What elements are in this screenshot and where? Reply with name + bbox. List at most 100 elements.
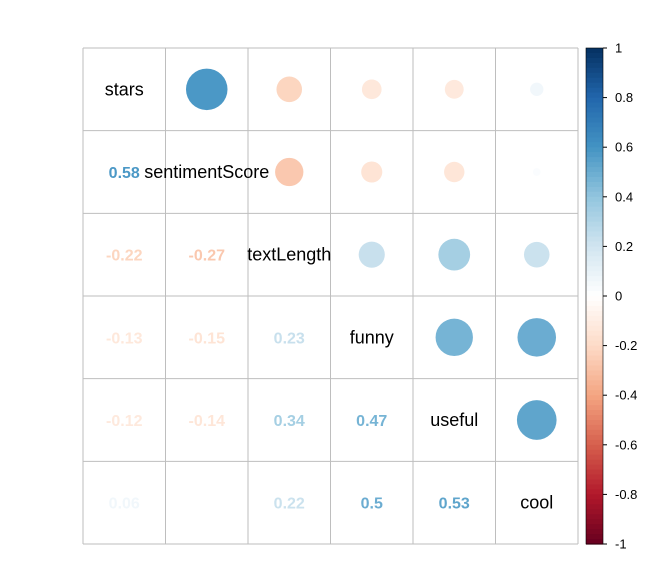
correlation-circle: [361, 79, 382, 100]
correlation-circle: [516, 400, 557, 440]
correlation-value: 0.22: [274, 496, 305, 513]
colorbar-segment: [586, 191, 603, 198]
colorbar-segment: [586, 117, 603, 123]
colorbar-segment: [586, 137, 603, 143]
colorbar-segment: [586, 385, 603, 391]
correlation-circle: [517, 318, 557, 357]
colorbar-segment: [586, 226, 603, 233]
colorbar-tick-label: -0.4: [615, 388, 637, 403]
colorbar-segment: [586, 514, 603, 520]
colorbar-segment: [586, 201, 603, 208]
colorbar-tick-label: -1: [615, 537, 627, 552]
correlation-circle: [185, 68, 228, 111]
colorbar-segment: [586, 57, 603, 64]
colorbar-segment: [586, 167, 603, 173]
colorbar-segment: [586, 276, 603, 282]
colorbar-segment: [586, 142, 603, 148]
colorbar-segment: [586, 355, 603, 362]
colorbar-segment: [586, 196, 603, 203]
colorbar-tick-label: 0.4: [615, 189, 633, 204]
colorbar-segment: [586, 529, 603, 535]
colorbar-segment: [586, 489, 603, 495]
correlation-circle: [532, 168, 541, 176]
correlation-circle: [444, 161, 465, 183]
colorbar-tick-label: -0.2: [615, 338, 637, 353]
colorbar-segment: [586, 539, 603, 545]
colorbar-segment: [586, 484, 603, 491]
colorbar-segment: [586, 127, 603, 133]
colorbar-segment: [586, 256, 603, 262]
colorbar-segment: [586, 330, 603, 337]
colorbar-segment: [586, 296, 603, 302]
colorbar-segment: [586, 449, 603, 456]
colorbar-segment: [586, 112, 603, 119]
colorbar-segment: [586, 72, 603, 79]
colorbar-segment: [586, 241, 603, 247]
colorbar-segment: [586, 281, 603, 287]
colorbar-segment: [586, 410, 603, 416]
colorbar-segment: [586, 459, 603, 466]
variable-label: funny: [350, 327, 394, 347]
colorbar: 1 0.8 0.6 0.4 0.2 0 -0.2 -0.4 -0.6 -0.8 -1: [585, 41, 637, 552]
correlation-circle: [530, 82, 544, 97]
colorbar-segment: [586, 206, 603, 213]
colorbar-segment: [586, 176, 603, 183]
correlation-circle: [523, 241, 550, 268]
colorbar-segment: [586, 231, 603, 238]
colorbar-segment: [586, 469, 603, 476]
colorbar-segment: [586, 97, 603, 104]
colorbar-segment: [586, 251, 603, 257]
colorbar-segment: [586, 221, 603, 228]
colorbar-segment: [586, 509, 603, 515]
colorbar-segment: [586, 499, 603, 505]
correlation-value: -0.22: [106, 248, 143, 265]
colorbar-segment: [586, 360, 603, 367]
colorbar-segment: [586, 474, 603, 481]
colorbar-segment: [586, 102, 603, 109]
colorbar-segment: [586, 48, 603, 54]
colorbar-segment: [586, 350, 603, 357]
colorbar-segment: [586, 186, 603, 193]
colorbar-tick-label: 1: [615, 41, 622, 56]
correlation-circle: [276, 76, 303, 103]
colorbar-segment: [586, 82, 603, 89]
colorbar-segment: [586, 365, 603, 371]
colorbar-segment: [586, 400, 603, 406]
colorbar-segment: [586, 291, 603, 297]
colorbar-segment: [586, 405, 603, 411]
colorbar-segment: [586, 310, 603, 317]
colorbar-tick-label: 0.8: [615, 90, 633, 105]
variable-label: sentimentScore: [144, 162, 269, 182]
colorbar-segment: [586, 424, 603, 431]
correlation-value: -0.15: [189, 330, 226, 347]
colorbar-segment: [586, 434, 603, 441]
colorbar-segment: [586, 415, 603, 421]
colorbar-segment: [586, 340, 603, 347]
colorbar-tick-label: 0.6: [615, 140, 633, 155]
colorbar-segment: [586, 504, 603, 510]
colorbar-segment: [586, 261, 603, 267]
colorbar-tick-label: -0.8: [615, 487, 637, 502]
correlation-circle: [435, 318, 473, 357]
colorbar-segment: [586, 454, 603, 461]
colorbar-segment: [586, 211, 603, 218]
correlation-value: 0.34: [274, 413, 305, 430]
colorbar-segment: [586, 534, 603, 540]
colorbar-segment: [586, 479, 603, 486]
grid: [82, 47, 579, 545]
colorbar-tick-label: -0.6: [615, 437, 637, 452]
correlation-circle: [358, 241, 385, 268]
colorbar-segment: [586, 152, 603, 158]
colorbar-segment: [586, 216, 603, 223]
colorbar-segment: [586, 420, 603, 426]
variable-label: useful: [430, 410, 478, 430]
correlation-value: -0.12: [106, 413, 143, 430]
correlation-value: -0.13: [106, 330, 143, 347]
colorbar-segment: [586, 380, 603, 386]
variable-label: stars: [105, 79, 144, 99]
colorbar-segment: [586, 464, 603, 471]
colorbar-segment: [586, 315, 603, 322]
colorbar-segment: [586, 147, 603, 153]
correlation-value: 0.53: [439, 496, 470, 513]
